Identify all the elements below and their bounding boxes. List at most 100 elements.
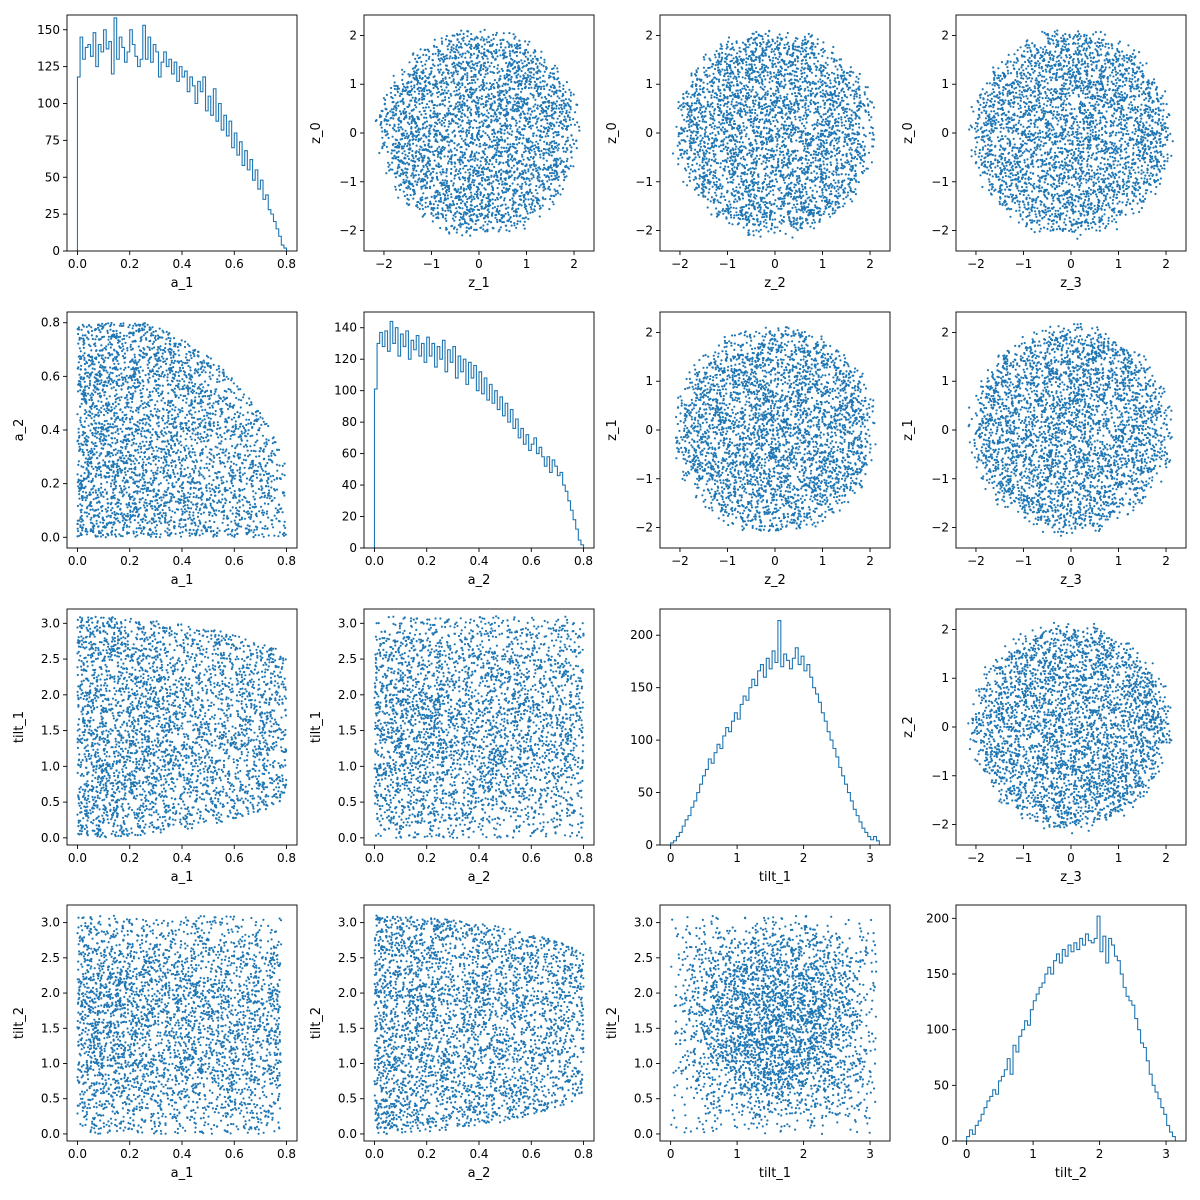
scatter-point (497, 95, 499, 97)
scatter-point (473, 74, 475, 76)
scatter-point (740, 175, 742, 177)
scatter-point (543, 110, 545, 112)
scatter-point (495, 159, 497, 161)
scatter-point (503, 147, 505, 149)
scatter-point (516, 190, 518, 192)
scatter-point (492, 207, 494, 209)
scatter-point (824, 107, 826, 109)
scatter-point (719, 74, 721, 76)
scatter-point (474, 179, 476, 181)
scatter-point (524, 147, 526, 149)
scatter-point (871, 161, 873, 163)
x-tick-label: 0 (475, 257, 483, 271)
scatter-point (857, 140, 859, 142)
scatter-point (477, 131, 479, 133)
scatter-point (542, 182, 544, 184)
scatter-point (471, 150, 473, 152)
scatter-point (802, 211, 804, 213)
scatter-point (792, 168, 794, 170)
scatter-point (503, 109, 505, 111)
y-tick-label: −2 (339, 224, 357, 238)
scatter-point (518, 97, 520, 99)
scatter-point (480, 66, 482, 68)
scatter-point (784, 157, 786, 159)
scatter-point (736, 200, 738, 202)
scatter-point (519, 75, 521, 77)
scatter-point (755, 59, 757, 61)
scatter-point (511, 88, 513, 90)
scatter-point (413, 84, 415, 86)
scatter-point (853, 132, 855, 134)
scatter-point (543, 189, 545, 191)
scatter-point (430, 180, 432, 182)
scatter-point (727, 166, 729, 168)
scatter-point (483, 114, 485, 116)
scatter-point (524, 72, 526, 74)
scatter-point (472, 127, 474, 129)
scatter-point (505, 118, 507, 120)
scatter-point (696, 138, 698, 140)
scatter-point (478, 72, 480, 74)
scatter-point (483, 89, 485, 91)
scatter-point (416, 70, 418, 72)
scatter-point (780, 81, 782, 83)
scatter-point (453, 228, 455, 230)
scatter-point (457, 173, 459, 175)
scatter-point (402, 173, 404, 175)
scatter-point (504, 178, 506, 180)
scatter-point (473, 79, 475, 81)
scatter-point (796, 209, 798, 211)
scatter-point (472, 99, 474, 101)
scatter-point (441, 89, 443, 91)
scatter-point (438, 192, 440, 194)
scatter-point (548, 130, 550, 132)
scatter-point (476, 220, 478, 222)
scatter-point (838, 117, 840, 119)
scatter-point (510, 81, 512, 83)
scatter-point (814, 157, 816, 159)
scatter-point (466, 144, 468, 146)
scatter-point (519, 220, 521, 222)
scatter-point (507, 66, 509, 68)
scatter-point (419, 208, 421, 210)
scatter-point (847, 128, 849, 130)
scatter-point (803, 115, 805, 117)
scatter-point (535, 154, 537, 156)
scatter-point (691, 132, 693, 134)
scatter-point (563, 105, 565, 107)
scatter-point (488, 211, 490, 213)
scatter-point (487, 68, 489, 70)
scatter-point (449, 55, 451, 57)
scatter-point (544, 174, 546, 176)
scatter-point (432, 53, 434, 55)
scatter-point (506, 220, 508, 222)
scatter-point (523, 65, 525, 67)
scatter-point (827, 64, 829, 66)
scatter-point (505, 62, 507, 64)
scatter-point (447, 155, 449, 157)
scatter-point (820, 168, 822, 170)
scatter-point (530, 140, 532, 142)
scatter-point (551, 104, 553, 106)
scatter-point (526, 103, 528, 105)
scatter-point (496, 32, 498, 34)
scatter-point (855, 193, 857, 195)
scatter-point (814, 83, 816, 85)
scatter-point (729, 211, 731, 213)
scatter-point (533, 148, 535, 150)
scatter-point (452, 200, 454, 202)
scatter-point (387, 166, 389, 168)
scatter-point (534, 205, 536, 207)
scatter-point (500, 226, 502, 228)
scatter-point (408, 135, 410, 137)
scatter-point (506, 172, 508, 174)
scatter-point (556, 67, 558, 69)
scatter-point (408, 164, 410, 166)
scatter-point (506, 99, 508, 101)
scatter-point (527, 168, 529, 170)
scatter-point (795, 227, 797, 229)
scatter-point (524, 40, 526, 42)
scatter-point (518, 160, 520, 162)
scatter-point (447, 72, 449, 74)
scatter-point (518, 40, 520, 42)
